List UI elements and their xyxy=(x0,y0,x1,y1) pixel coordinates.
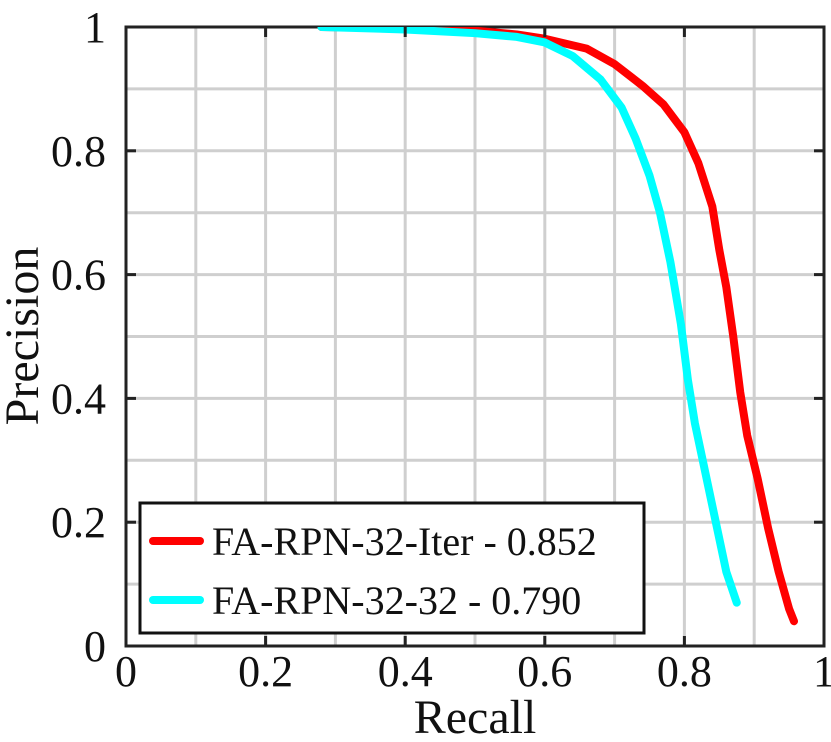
y-tick-label-4: 0.8 xyxy=(51,127,106,176)
x-axis-label: Recall xyxy=(414,691,537,742)
y-tick-label-0: 0 xyxy=(84,622,106,671)
x-tick-label-0: 0 xyxy=(115,647,137,696)
x-tick-label-5: 1 xyxy=(813,647,831,696)
x-tick-label-3: 0.6 xyxy=(517,647,572,696)
x-tick-label-2: 0.4 xyxy=(378,647,433,696)
legend-label-iter: FA-RPN-32-Iter - 0.852 xyxy=(212,519,597,564)
y-tick-label-2: 0.4 xyxy=(51,374,106,423)
x-tick-label-4: 0.8 xyxy=(657,647,712,696)
series-line-1 xyxy=(317,27,741,607)
y-tick-label-1: 0.2 xyxy=(51,498,106,547)
legend: FA-RPN-32-Iter - 0.852 FA-RPN-32-32 - 0.… xyxy=(138,501,646,635)
series-layer xyxy=(317,27,798,626)
tick-layer: 0 0.2 0.4 0.6 0.8 1 0 0.2 0.4 0.6 0.8 1 xyxy=(51,3,831,696)
y-tick-label-3: 0.6 xyxy=(51,251,106,300)
legend-label-32-32: FA-RPN-32-32 - 0.790 xyxy=(212,578,581,623)
y-axis-label: Precision xyxy=(0,247,49,426)
x-tick-label-1: 0.2 xyxy=(238,647,293,696)
y-tick-label-5: 1 xyxy=(84,3,106,52)
legend-box xyxy=(138,501,646,635)
